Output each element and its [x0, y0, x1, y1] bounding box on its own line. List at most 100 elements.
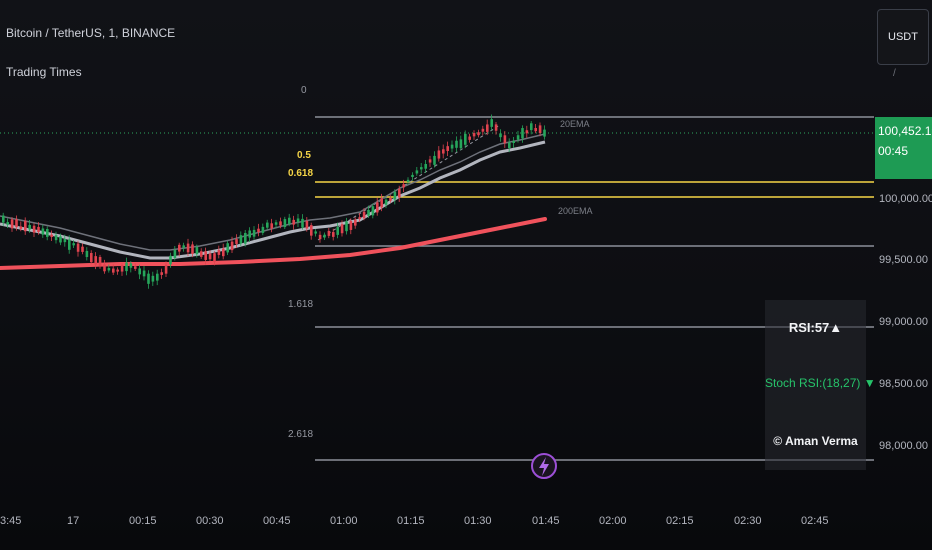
time-label: 3:45 [0, 515, 21, 527]
candle-body [305, 220, 309, 229]
candle-body [376, 202, 379, 213]
candle-body [156, 273, 159, 281]
candle-body [525, 130, 529, 134]
candle-body [248, 230, 251, 238]
candle-body [310, 225, 313, 236]
candle-body [340, 224, 344, 234]
time-label: 00:30 [196, 515, 224, 527]
author-credit: © Aman Verma [773, 434, 858, 448]
candle-body [398, 188, 401, 198]
candle-body [336, 226, 339, 235]
fib-label-2.618: 2.618 [288, 429, 313, 440]
candle-body [213, 253, 216, 262]
candle-body [239, 235, 243, 244]
time-label: 00:15 [129, 515, 157, 527]
candle-body [261, 226, 265, 233]
candle-body [530, 123, 533, 131]
candlestick-series [2, 114, 546, 289]
candle-body [54, 235, 58, 241]
candle-body [24, 220, 27, 232]
candle-body [85, 250, 89, 258]
candle-body [415, 170, 419, 174]
time-label: 02:15 [666, 515, 694, 527]
candle-body [393, 191, 397, 200]
fib-label-0.618: 0.618 [288, 168, 313, 179]
candle-body [459, 139, 463, 149]
candle-body [354, 219, 357, 226]
price-label: 100,000.00 [879, 193, 932, 205]
candle-body [406, 179, 410, 182]
candle-body [98, 256, 102, 267]
fib-label-0.5: 0.5 [297, 150, 311, 161]
time-label: 00:45 [263, 515, 291, 527]
lightning-icon[interactable] [531, 453, 557, 479]
price-label: 99,500.00 [879, 254, 928, 266]
candle-body [37, 226, 40, 233]
candle-body [301, 218, 304, 228]
time-axis[interactable]: 3:45 17 00:15 00:30 00:45 01:00 01:15 01… [0, 515, 829, 527]
candle-body [314, 231, 317, 234]
candle-body [358, 217, 361, 220]
candle-body [371, 206, 375, 216]
time-label: 02:45 [801, 515, 829, 527]
candle-body [486, 124, 489, 132]
rsi-info-panel: RSI:57▲ Stoch RSI:(18,27) ▼ © Aman Verma [765, 300, 876, 470]
candle-body [32, 225, 36, 233]
candle-body [28, 224, 31, 230]
candle-body [257, 228, 260, 232]
candle-body [296, 218, 300, 222]
candle-body [10, 219, 14, 229]
ema20-line [0, 140, 546, 260]
candle-body [164, 264, 168, 274]
time-label: 01:15 [397, 515, 425, 527]
symbol-title[interactable]: Bitcoin / TetherUS, 1, BINANCE [6, 26, 176, 40]
indicator-title[interactable]: Trading Times [6, 65, 82, 79]
candle-body [424, 163, 427, 169]
candle-body [446, 146, 449, 152]
candle-body [499, 133, 502, 138]
candle-body [318, 234, 322, 240]
candle-body [46, 229, 49, 237]
time-label: 01:30 [464, 515, 492, 527]
candle-body [437, 150, 441, 159]
candle-body [116, 269, 119, 272]
time-label: 02:00 [599, 515, 627, 527]
candle-body [332, 232, 335, 237]
price-label: 98,000.00 [879, 440, 928, 452]
candle-body [112, 268, 115, 273]
candle-body [2, 215, 5, 223]
candle-body [151, 275, 155, 282]
candle-body [147, 273, 150, 284]
ema20-line-upper [0, 133, 546, 251]
candle-body [477, 132, 480, 136]
price-label: 99,000.00 [879, 316, 928, 328]
time-label: 17 [67, 515, 79, 527]
candle-body [481, 128, 485, 132]
candle-body [15, 219, 18, 228]
candle-body [129, 263, 133, 268]
currency-selector[interactable]: USDT [877, 9, 929, 65]
candle-body [6, 222, 9, 225]
candle-body [345, 221, 348, 232]
candle-body [208, 253, 212, 260]
candle-body [200, 251, 203, 257]
candle-body [543, 129, 546, 137]
candle-body [235, 239, 238, 244]
candle-body [521, 128, 524, 139]
current-price-tag: 100,452.19 00:45 [875, 117, 932, 179]
candle-body [103, 264, 106, 272]
candle-body [125, 262, 128, 272]
fib-label-1.618: 1.618 [288, 299, 313, 310]
bar-countdown: 00:45 [878, 144, 909, 158]
candle-body [81, 246, 84, 252]
candle-body [534, 128, 537, 132]
candle-body [138, 268, 141, 275]
candle-body [68, 239, 71, 250]
candle-body [160, 272, 163, 275]
candle-body [428, 159, 432, 163]
ema200-label: 200EMA [558, 206, 593, 216]
candle-body [503, 135, 507, 144]
price-label: 98,500.00 [879, 378, 928, 390]
candle-body [455, 140, 458, 148]
candle-body [362, 211, 366, 219]
